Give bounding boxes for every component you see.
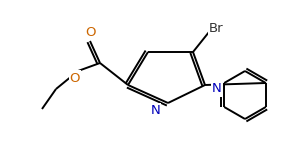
Text: Br: Br xyxy=(209,22,223,36)
Text: N: N xyxy=(212,82,222,95)
Text: N: N xyxy=(150,104,160,118)
Text: O: O xyxy=(70,72,80,85)
Text: O: O xyxy=(85,25,95,39)
